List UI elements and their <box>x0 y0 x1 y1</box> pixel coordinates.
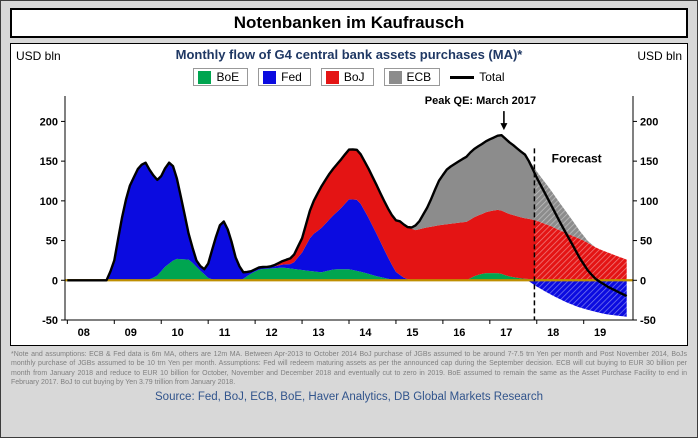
legend-swatch-ecb <box>388 70 402 84</box>
page-title: Notenbanken im Kaufrausch <box>10 8 688 38</box>
legend-label-fed: Fed <box>281 70 302 84</box>
legend-item-total: Total <box>450 70 505 84</box>
chart-panel: USD bln Monthly flow of G4 central bank … <box>10 43 688 346</box>
svg-text:0: 0 <box>52 275 58 287</box>
page-title-text: Notenbanken im Kaufrausch <box>233 13 465 32</box>
svg-text:200: 200 <box>640 116 658 128</box>
svg-text:100: 100 <box>640 196 658 208</box>
svg-text:16: 16 <box>453 327 465 339</box>
footnote: *Note and assumptions: ECB & Fed data is… <box>11 351 687 387</box>
stacked-area-chart: 200 200 150 150 100 100 50 50 0 0 -50 -50 08 09 10 11 12… <box>40 95 659 339</box>
svg-text:150: 150 <box>640 156 658 168</box>
chart-legend: BoE Fed BoJ ECB Total <box>16 67 682 87</box>
svg-text:150: 150 <box>40 156 58 168</box>
legend-item-fed: Fed <box>258 68 311 86</box>
source-line: Source: Fed, BoJ, ECB, BoE, Haver Analyt… <box>155 390 543 403</box>
svg-text:0: 0 <box>640 275 646 287</box>
svg-text:12: 12 <box>265 327 277 339</box>
legend-label-ecb: ECB <box>406 70 432 84</box>
legend-item-boj: BoJ <box>320 68 374 86</box>
svg-text:200: 200 <box>40 116 58 128</box>
svg-text:Peak QE: March 2017: Peak QE: March 2017 <box>425 95 536 107</box>
y-axis-unit-left: USD bln <box>16 49 61 63</box>
svg-text:100: 100 <box>40 196 58 208</box>
legend-swatch-boe <box>198 70 212 84</box>
legend-swatch-fed <box>263 70 277 84</box>
legend-label-boe: BoE <box>216 70 240 84</box>
svg-text:-50: -50 <box>640 315 656 327</box>
svg-text:50: 50 <box>46 236 58 248</box>
svg-text:13: 13 <box>312 327 324 339</box>
svg-text:17: 17 <box>500 327 512 339</box>
legend-item-boe: BoE <box>193 68 249 86</box>
legend-swatch-total <box>450 75 475 79</box>
svg-text:09: 09 <box>125 327 137 339</box>
svg-text:08: 08 <box>78 327 90 339</box>
svg-text:10: 10 <box>172 327 184 339</box>
y-axis-unit-right: USD bln <box>637 49 682 63</box>
svg-text:11: 11 <box>219 327 231 339</box>
svg-text:Forecast: Forecast <box>552 152 602 166</box>
legend-item-ecb: ECB <box>383 68 441 86</box>
svg-text:15: 15 <box>406 327 418 339</box>
chart-title: Monthly flow of G4 central bank assets p… <box>175 47 523 62</box>
legend-swatch-boj <box>325 70 339 84</box>
svg-text:-50: -50 <box>42 315 58 327</box>
legend-label-total: Total <box>479 70 505 84</box>
chart-header: USD bln Monthly flow of G4 central bank … <box>16 47 682 67</box>
svg-text:14: 14 <box>359 327 372 339</box>
svg-text:19: 19 <box>594 327 606 339</box>
svg-text:18: 18 <box>547 327 559 339</box>
legend-label-boj: BoJ <box>343 70 365 84</box>
svg-text:50: 50 <box>640 236 652 248</box>
